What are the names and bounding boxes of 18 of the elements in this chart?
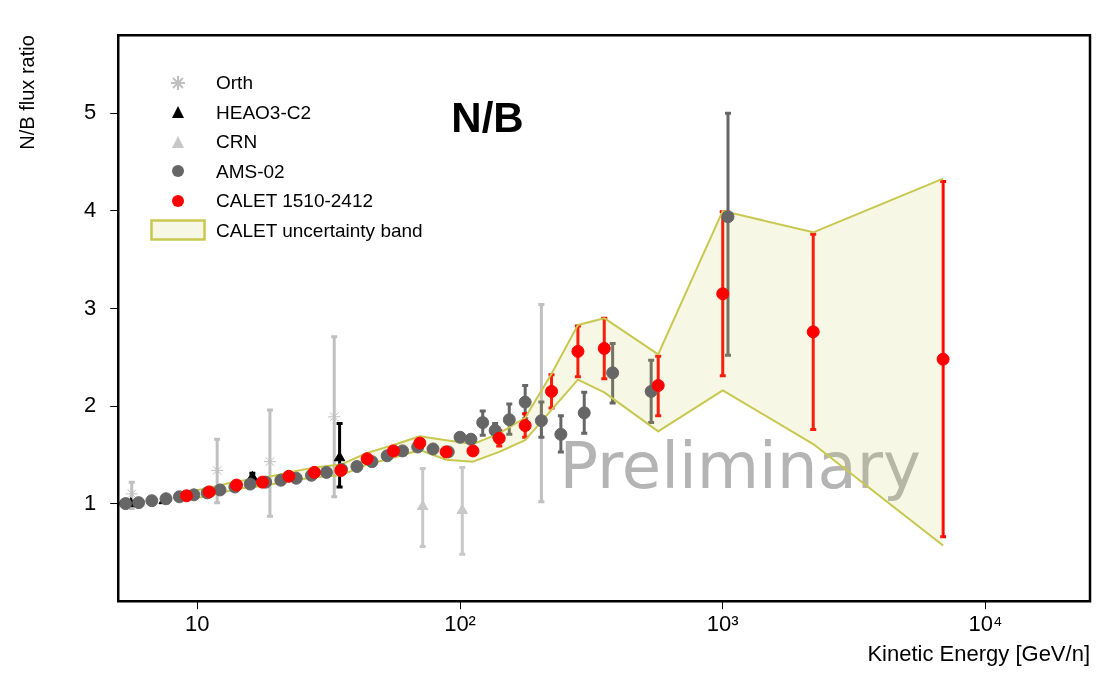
- legend-label: HEAO3-C2: [216, 100, 312, 125]
- legend-label: Orth: [216, 71, 253, 95]
- y-axis-title: N/B flux ratio: [15, 35, 38, 150]
- x-axis-title: Kinetic Energy [GeV/n]: [867, 640, 1090, 666]
- x-tick-label: 10³: [706, 611, 739, 637]
- x-tick-label: 10²: [444, 611, 476, 637]
- y-tick-label: 2: [83, 392, 97, 418]
- y-tick-label: 5: [83, 99, 97, 125]
- y-tick-label: 1: [83, 489, 97, 515]
- legend-label: CRN: [216, 130, 258, 154]
- x-tick-label: 10⁴: [968, 611, 1003, 637]
- legend-label: CALET 1510-2412: [216, 189, 374, 213]
- legend-label: AMS-02: [216, 159, 285, 184]
- text: N/B: [451, 93, 524, 141]
- y-tick-label: 4: [83, 196, 97, 222]
- legend-label: CALET uncertainty band: [216, 218, 423, 243]
- x-tick-label: 10: [185, 611, 210, 637]
- y-tick-label: 3: [83, 294, 97, 320]
